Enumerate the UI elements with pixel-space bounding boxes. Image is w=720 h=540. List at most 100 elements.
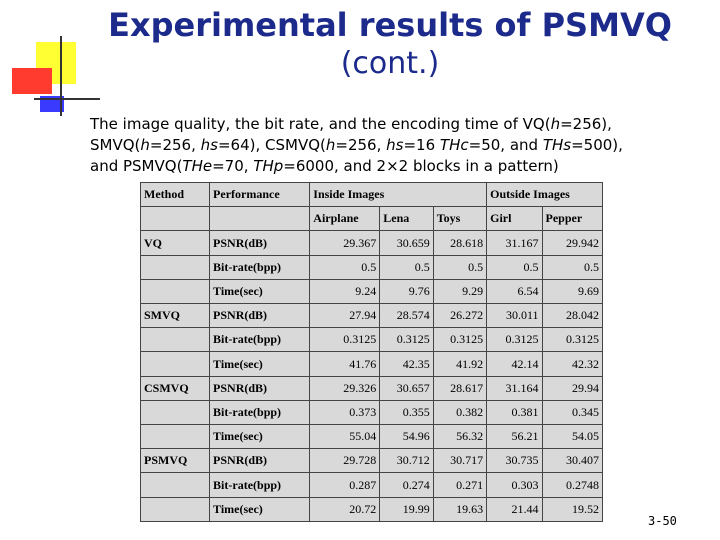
row-value: 0.5	[309, 254, 381, 280]
row-metric: PSNR(dB)	[209, 375, 311, 401]
table-row: SMVQ PSNR(dB) 27.94 28.574 26.272 30.011 28.04…	[139, 303, 604, 329]
row-method	[139, 254, 211, 280]
table-row: Bit-rate(bpp) 0.3125 0.3125 0.3125 0.3125 0.3…	[139, 327, 604, 353]
decorative-red-square	[12, 68, 52, 94]
row-value: 20.72	[309, 496, 381, 523]
description-line1: The image quality, the bit rate, and the…	[90, 115, 612, 133]
row-value: 6.54	[486, 278, 543, 305]
row-metric: Time(sec)	[209, 278, 311, 305]
row-value: 29.94	[541, 375, 604, 401]
row-method: SMVQ	[139, 303, 211, 329]
row-method	[139, 424, 211, 450]
row-metric: Bit-rate(bpp)	[209, 399, 311, 426]
table-row: PSMVQ PSNR(dB) 29.728 30.712 30.717 30.735 30.…	[139, 448, 604, 474]
table-row: CSMVQ PSNR(dB) 29.326 30.657 28.617 31.164 29.…	[139, 375, 604, 401]
row-method: PSMVQ	[139, 448, 211, 474]
row-value: 30.657	[379, 375, 434, 401]
subheader-image: Toys	[432, 206, 488, 232]
row-method	[139, 327, 211, 353]
slide-description: The image quality, the bit rate, and the…	[90, 114, 710, 177]
row-value: 42.35	[379, 351, 434, 377]
header-method: Method	[139, 181, 211, 208]
row-value: 0.5	[486, 254, 543, 280]
header-performance: Performance	[209, 181, 311, 208]
table-row: Time(sec) 41.76 42.35 41.92 42.14 42.32	[139, 351, 604, 377]
row-metric: Bit-rate(bpp)	[209, 472, 311, 498]
row-value: 30.407	[541, 448, 604, 474]
subheader-image: Airplane	[309, 206, 381, 232]
decorative-horizontal-line	[34, 98, 100, 100]
row-value: 0.355	[379, 399, 434, 426]
row-value: 30.712	[379, 448, 434, 474]
header-outside-images: Outside Images	[486, 181, 603, 208]
row-value: 0.381	[486, 399, 543, 426]
row-value: 30.659	[379, 230, 434, 256]
row-value: 31.164	[486, 375, 543, 401]
row-value: 54.96	[379, 424, 434, 450]
row-value: 27.94	[309, 303, 381, 329]
row-value: 0.382	[432, 399, 488, 426]
subheader-empty	[209, 206, 311, 232]
header-inside-images: Inside Images	[309, 181, 488, 208]
table-row: Time(sec) 9.24 9.76 9.29 6.54 9.69	[139, 278, 604, 305]
row-method: CSMVQ	[139, 375, 211, 401]
row-value: 0.303	[486, 472, 543, 498]
row-value: 0.287	[309, 472, 381, 498]
subheader-image: Lena	[379, 206, 434, 232]
row-value: 30.735	[486, 448, 543, 474]
row-value: 21.44	[486, 496, 543, 523]
table-row: Time(sec) 20.72 19.99 19.63 21.44 19.52	[139, 496, 604, 523]
subheader-image: Girl	[486, 206, 543, 232]
row-value: 29.728	[309, 448, 381, 474]
row-metric: PSNR(dB)	[209, 448, 311, 474]
row-value: 0.3125	[541, 327, 604, 353]
row-value: 0.3125	[379, 327, 434, 353]
subheader-image: Pepper	[541, 206, 604, 232]
row-value: 9.69	[541, 278, 604, 305]
decorative-blue-square	[40, 96, 64, 112]
table-row: Bit-rate(bpp) 0.373 0.355 0.382 0.381 0.345	[139, 399, 604, 426]
row-metric: Time(sec)	[209, 424, 311, 450]
row-value: 9.24	[309, 278, 381, 305]
row-value: 19.99	[379, 496, 434, 523]
slide-title-line1: Experimental results of PSMVQ	[108, 6, 672, 44]
row-value: 29.942	[541, 230, 604, 256]
row-method	[139, 399, 211, 426]
row-value: 19.63	[432, 496, 488, 523]
decorative-vertical-line	[60, 36, 62, 116]
row-value: 54.05	[541, 424, 604, 450]
row-value: 0.5	[541, 254, 604, 280]
table-header-row: Method Performance Inside Images Outside…	[139, 181, 603, 208]
table-row: VQ PSNR(dB) 29.367 30.659 28.618 31.167 29.942	[139, 230, 604, 256]
row-value: 0.373	[309, 399, 381, 426]
row-value: 42.32	[541, 351, 604, 377]
row-value: 0.3125	[486, 327, 543, 353]
row-value: 0.5	[379, 254, 434, 280]
row-value: 0.271	[432, 472, 488, 498]
row-value: 9.29	[432, 278, 488, 305]
table-row: Bit-rate(bpp) 0.5 0.5 0.5 0.5 0.5	[139, 254, 604, 280]
description-line3: and PSMVQ(THe=70, THp=6000, and 2×2 bloc…	[90, 157, 559, 175]
table-subheader-row: Airplane Lena Toys Girl Pepper	[139, 206, 604, 232]
row-method	[139, 351, 211, 377]
row-value: 28.617	[432, 375, 488, 401]
row-value: 41.76	[309, 351, 381, 377]
row-value: 0.5	[432, 254, 488, 280]
row-value: 19.52	[541, 496, 604, 523]
table-row: Time(sec) 55.04 54.96 56.32 56.21 54.05	[139, 424, 604, 450]
row-method	[139, 496, 211, 523]
row-value: 26.272	[432, 303, 488, 329]
slide-title-line2: (cont.)	[340, 46, 440, 81]
row-value: 28.042	[541, 303, 604, 329]
row-value: 41.92	[432, 351, 488, 377]
row-method: VQ	[139, 230, 211, 256]
table-row: Bit-rate(bpp) 0.287 0.274 0.271 0.303 0.2748	[139, 472, 604, 498]
row-value: 29.326	[309, 375, 381, 401]
row-metric: PSNR(dB)	[209, 303, 311, 329]
row-value: 42.14	[486, 351, 543, 377]
results-table: Method Performance Inside Images Outside…	[139, 181, 604, 523]
row-value: 28.574	[379, 303, 434, 329]
row-value: 0.3125	[432, 327, 488, 353]
row-metric: Bit-rate(bpp)	[209, 254, 311, 280]
row-value: 31.167	[486, 230, 543, 256]
